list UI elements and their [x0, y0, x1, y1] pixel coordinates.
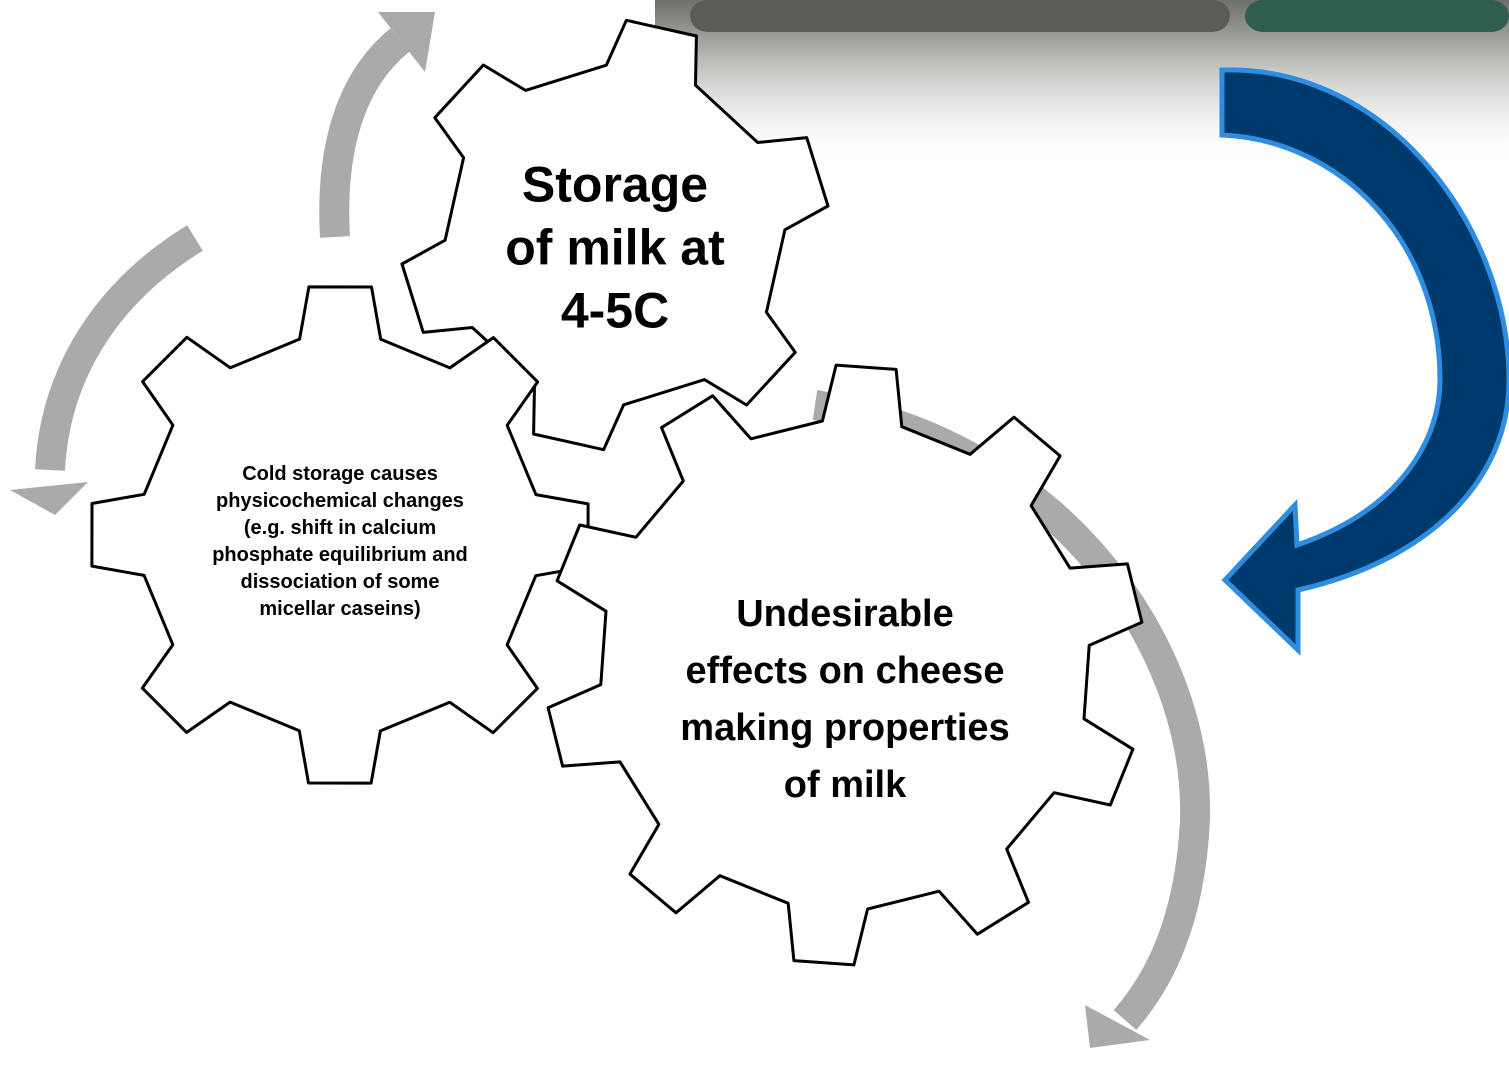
gear-label: Cold storage causes physicochemical chan…: [208, 461, 473, 623]
gear-label: Storage of milk at 4-5C: [495, 154, 735, 343]
gear-label: Undesirable effects on cheese making pro…: [675, 586, 1015, 814]
page: Storage of milk at 4-5C Cold storage cau…: [0, 0, 1509, 1065]
